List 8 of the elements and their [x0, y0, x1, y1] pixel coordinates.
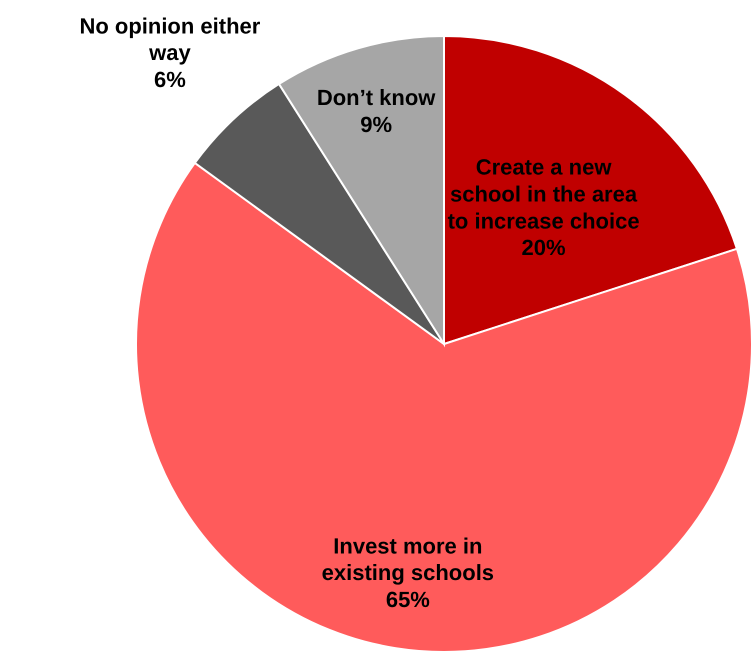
data-label: 9%: [360, 111, 392, 136]
slice-label: Invest more in existing schools: [322, 532, 494, 585]
slice-label: No opinion either way: [79, 12, 261, 65]
data-label: 6%: [154, 66, 186, 92]
data-label: 20%: [522, 234, 566, 260]
slice-label: Create a new school in the area to increase choice: [448, 154, 640, 233]
slice-label: Don’t know: [316, 84, 436, 110]
data-label: 65%: [386, 586, 430, 612]
